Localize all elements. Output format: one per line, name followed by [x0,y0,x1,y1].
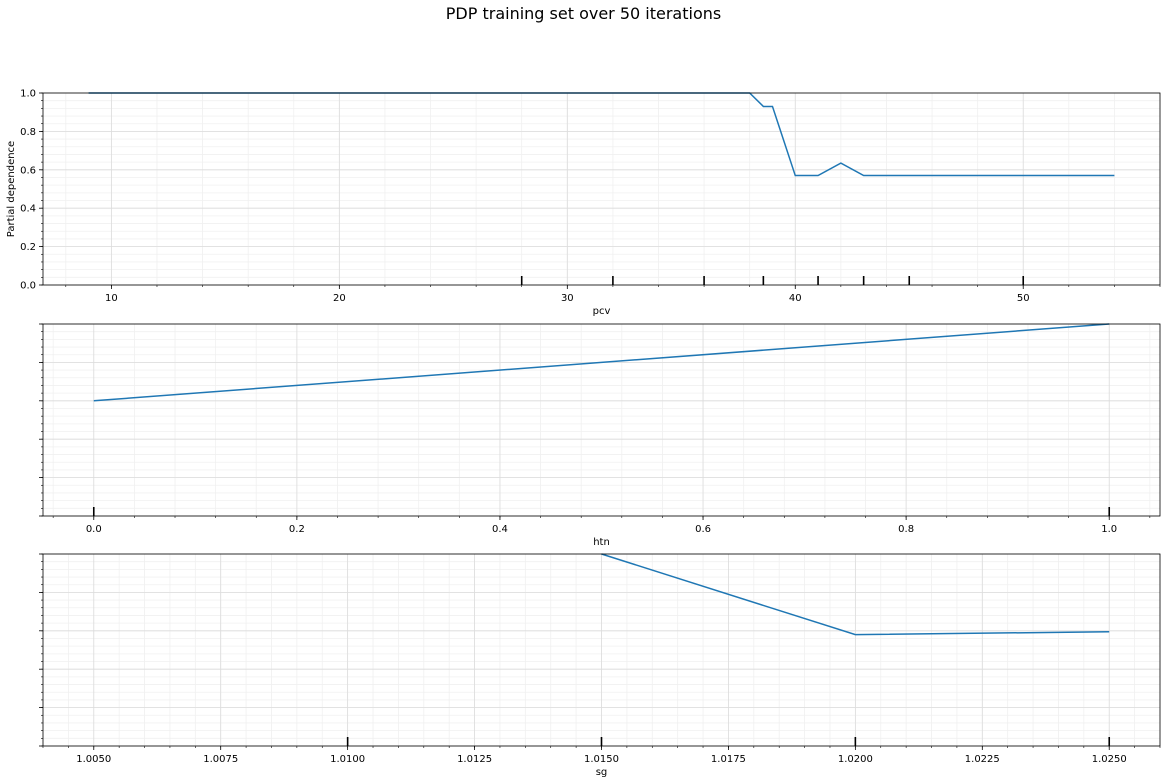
x-tick-label: 20 [333,293,346,304]
x-tick-label: 50 [1017,293,1030,304]
x-tick-label: 1.0125 [457,754,492,765]
chart-title: PDP training set over 50 iterations [445,4,722,23]
x-tick-label: 0.8 [898,524,914,535]
x-axis-label: sg [596,767,608,778]
x-tick-label: 1.0250 [1092,754,1127,765]
x-tick-label: 10 [105,293,118,304]
axes-frame [42,553,1161,747]
axes-frame [42,92,1161,286]
x-tick-label: 30 [561,293,574,304]
x-tick-label: 0.0 [86,524,102,535]
y-tick-label: 0.2 [20,242,36,253]
x-tick-label: 1.0050 [76,754,111,765]
x-tick-label: 40 [789,293,802,304]
panel-2: 0.0 0.2 0.4 0.6 0.8 1.0 htn [39,323,1161,548]
x-tick-label: 1.0150 [584,754,619,765]
pdp-line [601,553,1110,636]
x-tick-label: 0.6 [695,524,711,535]
y-tick-label: 0.0 [20,281,36,292]
panel-1: 10 20 30 40 50 0.0 0.2 0.4 0.6 0.8 1.0 pcv Partial d… [6,89,1161,317]
x-tick-label: 1.0 [1101,524,1117,535]
y-tick-label: 0.4 [20,204,36,215]
y-axis-label: Partial dependence [6,141,17,237]
x-tick-label: 1.0175 [711,754,746,765]
x-tick-label: 1.0100 [330,754,365,765]
x-axis-label: htn [593,537,610,548]
y-tick-label: 1.0 [20,89,36,100]
y-tick-label: 0.8 [20,127,36,138]
x-tick-label: 0.2 [289,524,305,535]
pdp-line [88,92,1115,177]
pdp-line [93,323,1110,402]
x-tick-label: 0.4 [492,524,508,535]
panel-3: 1.0050 1.0075 1.0100 1.0125 1.0150 1.0175 1.02… [39,553,1161,778]
x-axis-label: pcv [593,306,611,317]
x-tick-label: 1.0200 [838,754,873,765]
x-tick-label: 1.0075 [203,754,238,765]
axes-frame [42,323,1161,517]
x-tick-label: 1.0225 [965,754,1000,765]
y-tick-label: 0.6 [20,165,36,176]
